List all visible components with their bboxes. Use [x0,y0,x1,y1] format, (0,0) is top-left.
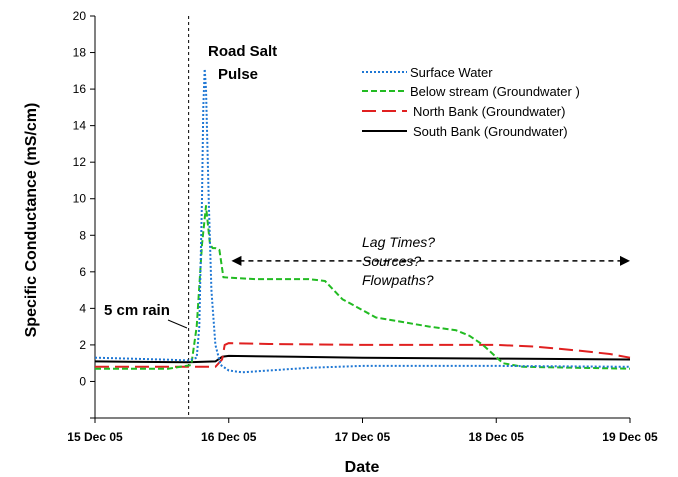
y-tick-label: 12 [73,155,87,169]
rain-pointer-line [167,319,188,329]
x-ticks: 15 Dec 05 16 Dec 05 17 Dec 05 18 Dec 05 19 D… [67,418,658,444]
x-axis-title: Date [345,459,380,476]
y-tick-label: 8 [79,228,86,242]
arrow-head-left [231,255,242,266]
y-axis-title: Specific Conductance (mS/cm) [23,103,40,338]
annotation-sources: Sources? [362,253,421,269]
series-line-3 [94,354,631,364]
y-tick-label: 2 [79,338,86,352]
series-group [94,68,631,374]
x-tick-label: 19 Dec 05 [602,430,658,444]
x-tick-label: 15 Dec 05 [67,430,123,444]
x-tick-label: 18 Dec 05 [469,430,525,444]
arrow-head-right [620,255,630,266]
annotation-pulse: Pulse [218,66,258,83]
annotation-lag-times: Lag Times? [362,234,435,250]
y-tick-label: 14 [73,119,87,133]
y-tick-label: 16 [73,82,87,96]
annotation-road-salt: Road Salt [208,43,277,60]
x-tick-label: 16 Dec 05 [201,430,257,444]
annotation-rain: 5 cm rain [104,302,170,319]
y-tick-label: 18 [73,46,87,60]
series-line-2 [95,342,631,368]
legend-label-north-bank: North Bank (Groundwater) [413,104,565,119]
plot-area: 0 2 4 6 8 10 12 14 16 18 20 15 Dec 05 16 Dec 05 17 D… [67,9,658,444]
y-ticks: 0 2 4 6 8 10 12 14 16 18 20 [73,9,95,419]
annotation-flowpaths: Flowpaths? [362,272,434,288]
y-tick-label: 0 [79,374,86,388]
y-tick-label: 6 [79,265,86,279]
legend-label-south-bank: South Bank (Groundwater) [413,124,568,139]
legend-label-surface-water: Surface Water [410,65,493,80]
y-tick-label: 20 [73,9,87,23]
x-tick-label: 17 Dec 05 [335,430,391,444]
y-tick-label: 4 [79,301,86,315]
legend: Surface Water Below stream (Groundwater … [362,65,580,139]
legend-label-below-stream: Below stream (Groundwater ) [410,84,580,99]
double-arrow [231,255,630,266]
y-tick-label: 10 [73,192,87,206]
